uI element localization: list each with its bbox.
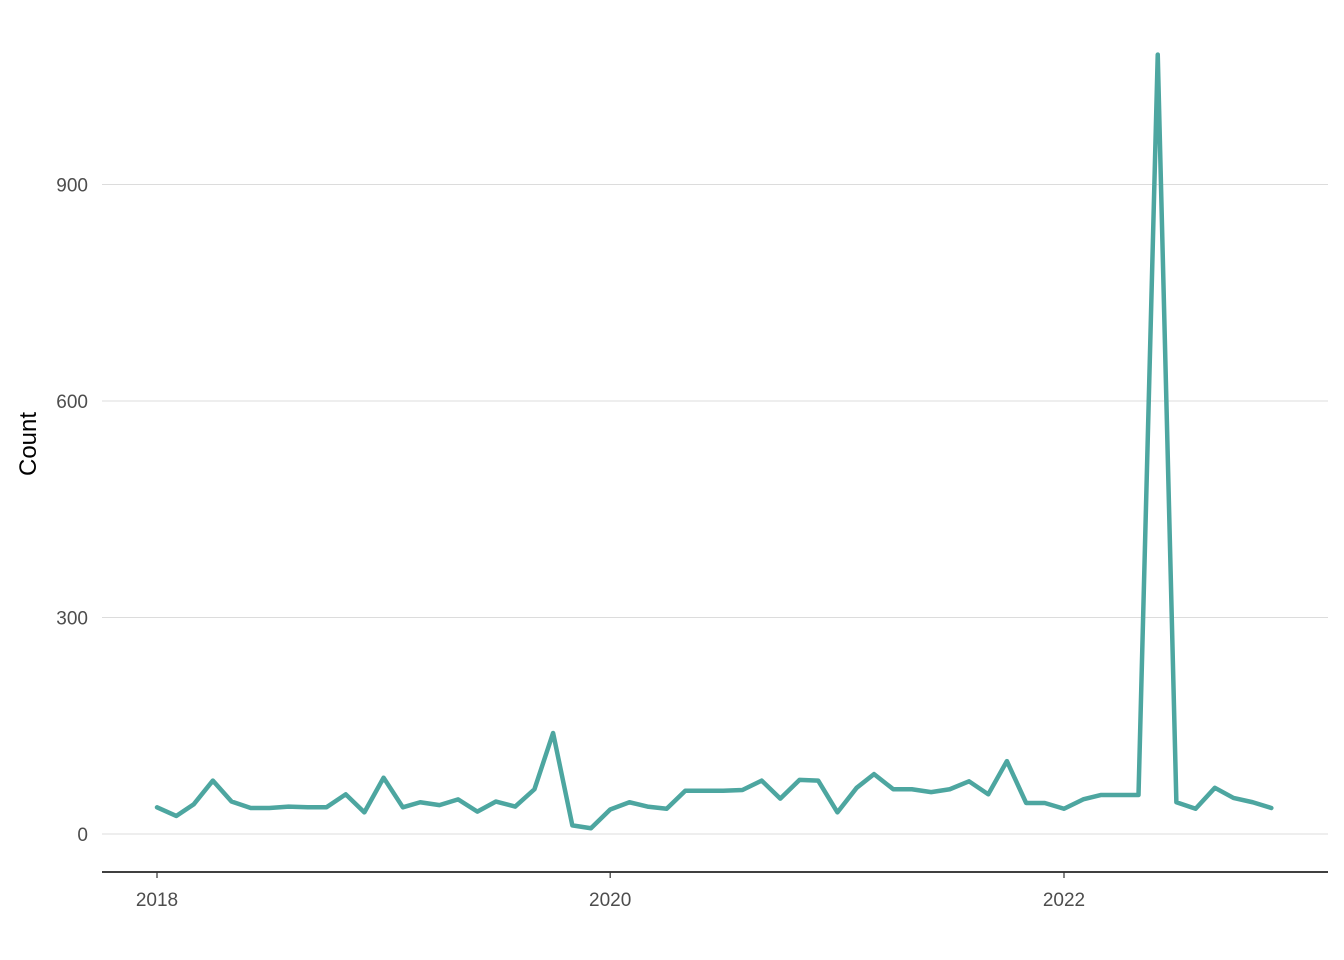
data-point-2018-01-01: [155, 805, 159, 809]
data-point-2019-12-01: [589, 826, 593, 830]
data-point-2019-07-01: [494, 800, 498, 804]
data-point-2018-03-01: [192, 802, 196, 806]
data-point-2019-04-01: [437, 803, 441, 807]
data-point-2018-11-01: [344, 792, 348, 796]
data-point-2021-09-01: [986, 792, 990, 796]
data-point-2018-04-01: [211, 779, 215, 783]
axes: 0 300 600 900 2018 2020 2022: [56, 176, 1328, 911]
data-point-2018-07-01: [267, 806, 271, 810]
data-point-2022-06-01: [1156, 53, 1160, 57]
data-point-2020-04-01: [665, 807, 669, 811]
data-point-2018-09-01: [306, 805, 310, 809]
data-point-2021-07-01: [948, 787, 952, 791]
data-point-2021-01-01: [835, 810, 839, 814]
data-point-2022-07-01: [1174, 800, 1178, 804]
y-tick-label-600: 600: [56, 392, 88, 413]
data-point-2019-05-01: [456, 797, 460, 801]
data-point-2019-09-01: [532, 787, 536, 791]
data-point-2022-04-01: [1118, 793, 1122, 797]
x-tick-label-2022: 2022: [1043, 890, 1085, 911]
data-point-2020-09-01: [760, 779, 764, 783]
data-point-2022-08-01: [1194, 807, 1198, 811]
data-point-2020-03-01: [645, 805, 649, 809]
data-point-2021-06-01: [929, 790, 933, 794]
data-point-2021-04-01: [891, 787, 895, 791]
data-point-2021-12-01: [1043, 801, 1047, 805]
data-point-2020-05-01: [683, 789, 687, 793]
data-point-2019-08-01: [513, 805, 517, 809]
data-point-2022-05-01: [1137, 793, 1141, 797]
data-point-2022-03-01: [1099, 793, 1103, 797]
data-point-2020-02-01: [627, 800, 631, 804]
data-point-2020-10-01: [778, 797, 782, 801]
gridlines: [102, 184, 1328, 835]
data-point-2022-10-01: [1231, 796, 1235, 800]
data-point-2019-02-01: [401, 805, 405, 809]
data-point-2019-01-01: [382, 776, 386, 780]
data-point-2021-05-01: [910, 787, 914, 791]
data-point-2021-08-01: [967, 779, 971, 783]
y-tick-label-0: 0: [77, 825, 88, 846]
x-tick-label-2020: 2020: [589, 890, 631, 911]
data-point-2018-05-01: [230, 800, 234, 804]
data-point-2018-02-01: [174, 814, 178, 818]
data-point-2019-11-01: [570, 823, 574, 827]
data-point-2022-02-01: [1081, 797, 1085, 801]
data-point-2018-12-01: [362, 810, 366, 814]
data-point-2019-06-01: [475, 810, 479, 814]
y-tick-label-900: 900: [56, 176, 88, 197]
y-tick-label-300: 300: [56, 609, 88, 630]
data-point-2022-11-01: [1251, 800, 1255, 804]
data-point-2021-11-01: [1024, 801, 1028, 805]
data-point-2018-10-01: [324, 805, 328, 809]
y-axis-title: Count: [15, 412, 42, 476]
series-layer: [154, 52, 1274, 831]
data-point-2020-08-01: [740, 788, 744, 792]
data-point-2018-06-01: [249, 806, 253, 810]
data-point-2020-01-01: [608, 807, 612, 811]
data-point-2020-06-01: [703, 789, 707, 793]
data-point-2019-10-01: [551, 731, 555, 735]
data-point-2022-12-01: [1269, 806, 1273, 810]
data-point-2020-07-01: [721, 789, 725, 793]
data-point-2018-08-01: [287, 805, 291, 809]
data-point-2021-02-01: [855, 786, 859, 790]
data-point-2021-03-01: [872, 772, 876, 776]
data-point-2020-12-01: [816, 779, 820, 783]
series-line-0: [154, 52, 1274, 831]
data-point-2022-09-01: [1213, 786, 1217, 790]
data-point-2019-03-01: [418, 800, 422, 804]
x-tick-label-2018: 2018: [136, 890, 178, 911]
data-point-2021-10-01: [1005, 759, 1009, 763]
data-point-2020-11-01: [798, 778, 802, 782]
data-point-2022-01-01: [1062, 807, 1066, 811]
